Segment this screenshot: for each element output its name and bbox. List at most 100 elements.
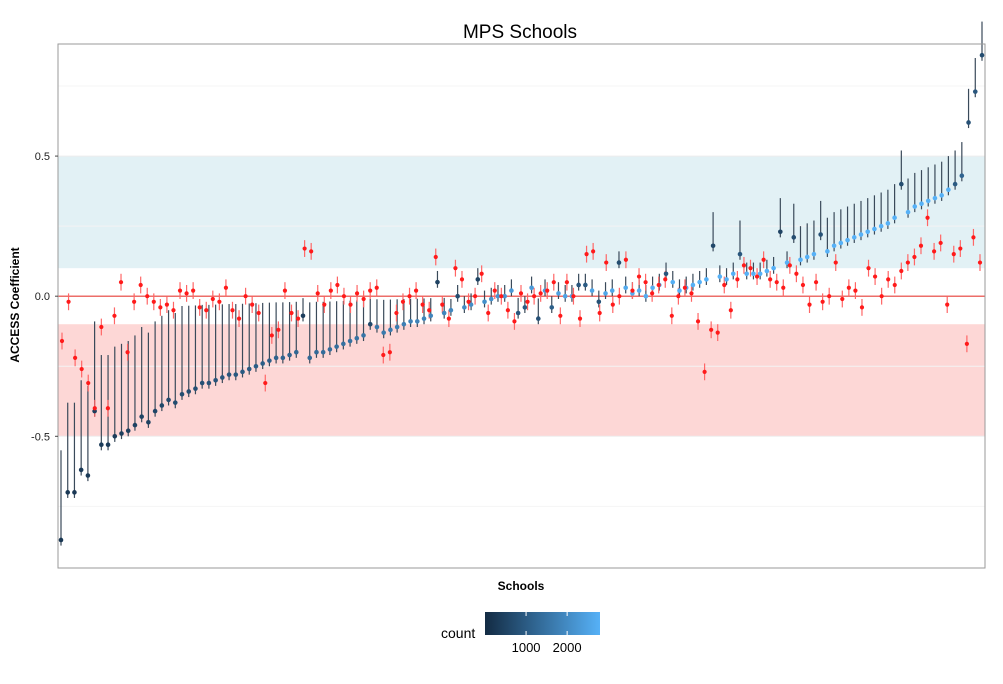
band-1 [58, 324, 985, 437]
data-point-count [509, 288, 514, 293]
data-point-count [267, 358, 272, 363]
data-point-count [179, 391, 185, 397]
data-point-count [919, 201, 924, 207]
data-point-red [774, 280, 779, 285]
data-point-red [958, 246, 963, 251]
data-point-red [761, 257, 766, 262]
data-point-red [394, 310, 399, 316]
data-point-count [946, 187, 951, 193]
data-point-count [414, 319, 420, 324]
data-point-red [446, 316, 451, 321]
chart-title: MPS Schools [463, 22, 577, 43]
data-point-red [263, 380, 268, 386]
data-point-count [186, 389, 192, 394]
y-tick-label: 0.0 [35, 291, 50, 303]
data-point-count [912, 204, 918, 209]
data-point-count [515, 310, 521, 316]
data-point-red [158, 305, 163, 310]
data-point-red [597, 310, 602, 316]
data-point-count [334, 344, 339, 349]
data-point-red [676, 294, 681, 299]
data-point-red [840, 296, 845, 302]
data-point-red [610, 302, 615, 307]
data-point-count [730, 271, 736, 277]
data-point-count [556, 291, 561, 296]
y-tick-label: 0.5 [35, 151, 50, 163]
data-point-count [549, 305, 555, 310]
data-point-red [918, 243, 924, 248]
data-point-count [421, 316, 427, 321]
data-point-count [717, 274, 723, 279]
data-point-count [441, 310, 447, 316]
data-point-red [374, 285, 379, 290]
data-point-count [892, 215, 897, 221]
data-point-count [347, 338, 353, 344]
data-point-red [433, 254, 438, 260]
data-point-red [302, 246, 307, 251]
data-point-count [697, 279, 702, 285]
data-point-count [636, 288, 642, 293]
data-point-count [851, 235, 857, 240]
data-point-count [838, 240, 844, 246]
panel-border [57, 43, 986, 569]
data-point-red [538, 291, 543, 296]
data-point-red [591, 249, 596, 254]
data-point-count [596, 299, 602, 305]
data-point-count [408, 319, 413, 324]
data-point-red [492, 288, 497, 293]
data-point-red [112, 313, 117, 318]
data-point-count [858, 232, 864, 237]
data-point-red [204, 308, 209, 313]
data-point-count [220, 375, 225, 380]
data-point-count [99, 442, 104, 448]
data-point-red [453, 266, 458, 271]
data-point-count [603, 291, 608, 296]
data-point-count [609, 288, 615, 293]
data-point-red [905, 260, 910, 265]
data-point-count [878, 223, 884, 229]
data-point-red [781, 285, 786, 290]
data-point-count [536, 316, 541, 321]
data-point-red [407, 294, 412, 299]
data-point-red [859, 305, 865, 310]
data-point-red [289, 310, 294, 316]
data-point-red [138, 282, 143, 288]
data-point-red [132, 299, 137, 304]
data-point-red [66, 299, 71, 304]
legend: count 1000 2000 [441, 612, 600, 655]
data-point-count [966, 120, 971, 125]
data-point-count [825, 249, 830, 254]
data-points [58, 52, 985, 543]
data-point-red [748, 266, 753, 271]
data-point-red [899, 268, 904, 274]
data-point-red [59, 338, 65, 344]
data-point-count [374, 324, 380, 330]
data-point-red [171, 308, 176, 313]
data-point-red [236, 316, 242, 321]
data-point-count [932, 195, 938, 201]
data-point-red [630, 288, 635, 293]
data-point-red [341, 294, 347, 299]
data-point-count [146, 419, 151, 425]
data-point-count [885, 221, 891, 226]
data-point-count [119, 431, 124, 436]
data-point-red [92, 406, 97, 411]
data-point-count [804, 254, 810, 260]
reference-bands [58, 156, 985, 437]
data-point-red [794, 271, 799, 276]
data-point-count [764, 268, 770, 274]
data-point-red [663, 277, 668, 282]
data-point-red [387, 350, 392, 355]
data-point-count [818, 232, 823, 237]
data-point-count [677, 288, 682, 293]
data-point-count [320, 349, 326, 355]
data-point-count [778, 229, 783, 235]
data-point-red [558, 313, 563, 318]
data-point-count [65, 490, 71, 495]
data-point-count [307, 355, 313, 361]
data-point-red [938, 240, 943, 246]
data-point-red [650, 291, 655, 296]
data-point-red [715, 330, 720, 335]
data-point-count [287, 352, 292, 358]
data-point-red [768, 277, 773, 282]
